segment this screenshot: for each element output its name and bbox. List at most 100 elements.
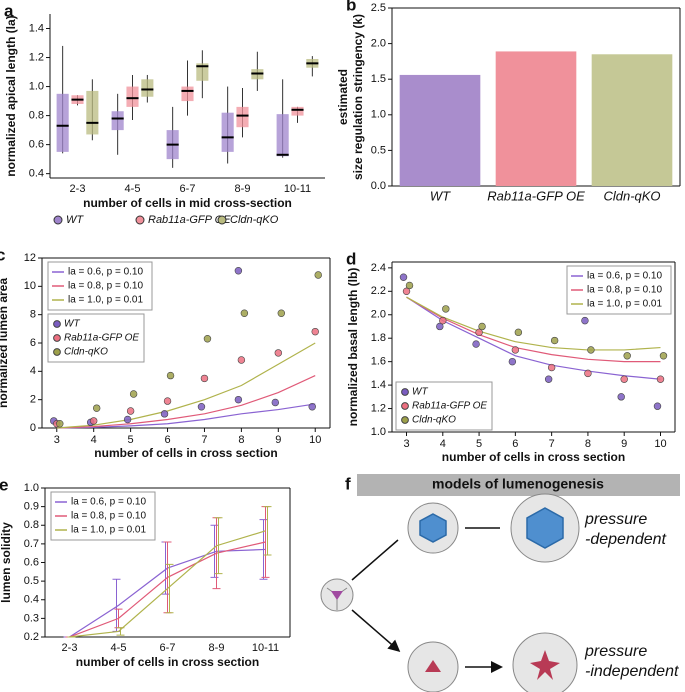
line [56, 342, 316, 429]
y-axis-label: normalized apical length (la) [4, 15, 18, 176]
line [406, 296, 661, 363]
y-tick-label: 0.9 [24, 501, 39, 513]
y-axis-label: size regulation stringency (k) [351, 14, 365, 180]
box [141, 79, 154, 97]
point [402, 287, 411, 296]
y-tick-label: 0 [30, 422, 36, 434]
legend-marker [53, 215, 63, 225]
legend-box [47, 313, 145, 363]
point [436, 322, 444, 331]
x-tick-label: 10 [654, 438, 666, 450]
y-axis-label: normalized lumen area [0, 278, 10, 408]
point [544, 375, 553, 383]
box [111, 111, 124, 131]
y-tick-label: 10 [24, 280, 36, 292]
legend-label: la = 1.0, p = 0.01 [68, 295, 143, 306]
point [163, 397, 172, 405]
x-tick-label: 4-5 [111, 642, 127, 654]
point [478, 322, 486, 331]
x-tick-label: 2-3 [62, 642, 78, 654]
point [617, 393, 625, 401]
cell-dependent-large [510, 493, 580, 563]
y-tick-label: 2.0 [371, 309, 386, 321]
point [656, 375, 665, 383]
y-tick-label: 1.4 [29, 22, 44, 34]
box [221, 112, 234, 152]
box [236, 106, 249, 128]
legend-label: la = 0.6, p = 0.10 [71, 497, 146, 508]
y-tick-label: 0.6 [29, 139, 44, 151]
bar [591, 54, 673, 186]
y-tick-label: 12 [24, 252, 36, 264]
y-tick-label: 0.7 [24, 538, 39, 550]
outcome-line: pressure [584, 643, 647, 660]
x-tick-label: WT [430, 188, 451, 203]
point [442, 305, 450, 313]
point [274, 349, 283, 357]
y-tick-label: 6 [30, 337, 36, 349]
legend-box [50, 491, 156, 541]
error-bar [210, 524, 219, 578]
error-bar [114, 608, 123, 629]
legend-marker [53, 320, 61, 328]
point [203, 335, 212, 343]
point [475, 328, 483, 337]
box [86, 90, 99, 135]
legend-marker [401, 416, 409, 424]
legend-label: la = 0.8, p = 0.10 [68, 281, 143, 292]
legend-label: la = 1.0, p = 0.01 [71, 525, 146, 536]
y-tick-label: 1.0 [371, 109, 386, 121]
y-tick-label: 1.6 [371, 356, 386, 368]
error-bar [263, 506, 272, 556]
point [584, 369, 592, 378]
arrow [351, 539, 398, 650]
y-tick-label: 1.5 [371, 73, 386, 85]
point [508, 357, 517, 366]
legend-marker [53, 334, 61, 342]
point [587, 346, 595, 354]
x-tick-label: 10-11 [284, 183, 311, 195]
legend-label: la = 0.6, p = 0.10 [587, 271, 662, 282]
y-tick-label: 2.5 [371, 2, 386, 14]
y-axis-label: estimated [336, 69, 350, 125]
box [181, 86, 194, 102]
error-bar [261, 506, 270, 578]
cell-dependent-small [407, 502, 459, 554]
point [620, 375, 628, 383]
x-tick-label: 6 [164, 434, 170, 446]
point [405, 281, 414, 290]
panel-label: f [345, 474, 351, 493]
y-tick-label: 2.0 [371, 38, 386, 50]
x-tick-label: 8 [585, 438, 591, 450]
x-tick-label: 5 [128, 434, 134, 446]
legend-label: la = 0.8, p = 0.10 [71, 511, 146, 522]
panel-label: e [0, 475, 8, 494]
cell-independent-large [512, 632, 578, 692]
x-axis-label: number of cells in cross section [76, 655, 259, 669]
legend-marker [53, 348, 61, 356]
point [92, 404, 101, 412]
legend-label: Rab11a-GFP OE [412, 401, 487, 412]
x-tick-label: 10-11 [252, 642, 279, 654]
point [547, 363, 556, 372]
y-tick-label: 0.5 [371, 144, 386, 156]
point [123, 415, 132, 424]
error-bar [163, 541, 172, 614]
y-tick-label: 1.4 [371, 379, 386, 391]
outcome-line: -independent [585, 663, 679, 680]
line [406, 296, 661, 351]
y-axis-label: normalized basal length (lb) [346, 268, 360, 427]
point [271, 398, 280, 407]
y-tick-label: 8 [30, 309, 36, 321]
point [237, 356, 246, 364]
diagram-title-bar [357, 474, 680, 496]
y-tick-label: 1.0 [371, 426, 386, 438]
x-axis-label: number of cells in cross section [442, 450, 625, 464]
y-tick-label: 0.6 [24, 556, 39, 568]
x-tick-label: 4 [91, 434, 97, 446]
y-tick-label: 2.2 [371, 285, 386, 297]
error-bar [259, 519, 268, 580]
point [129, 390, 138, 398]
point [623, 352, 631, 360]
